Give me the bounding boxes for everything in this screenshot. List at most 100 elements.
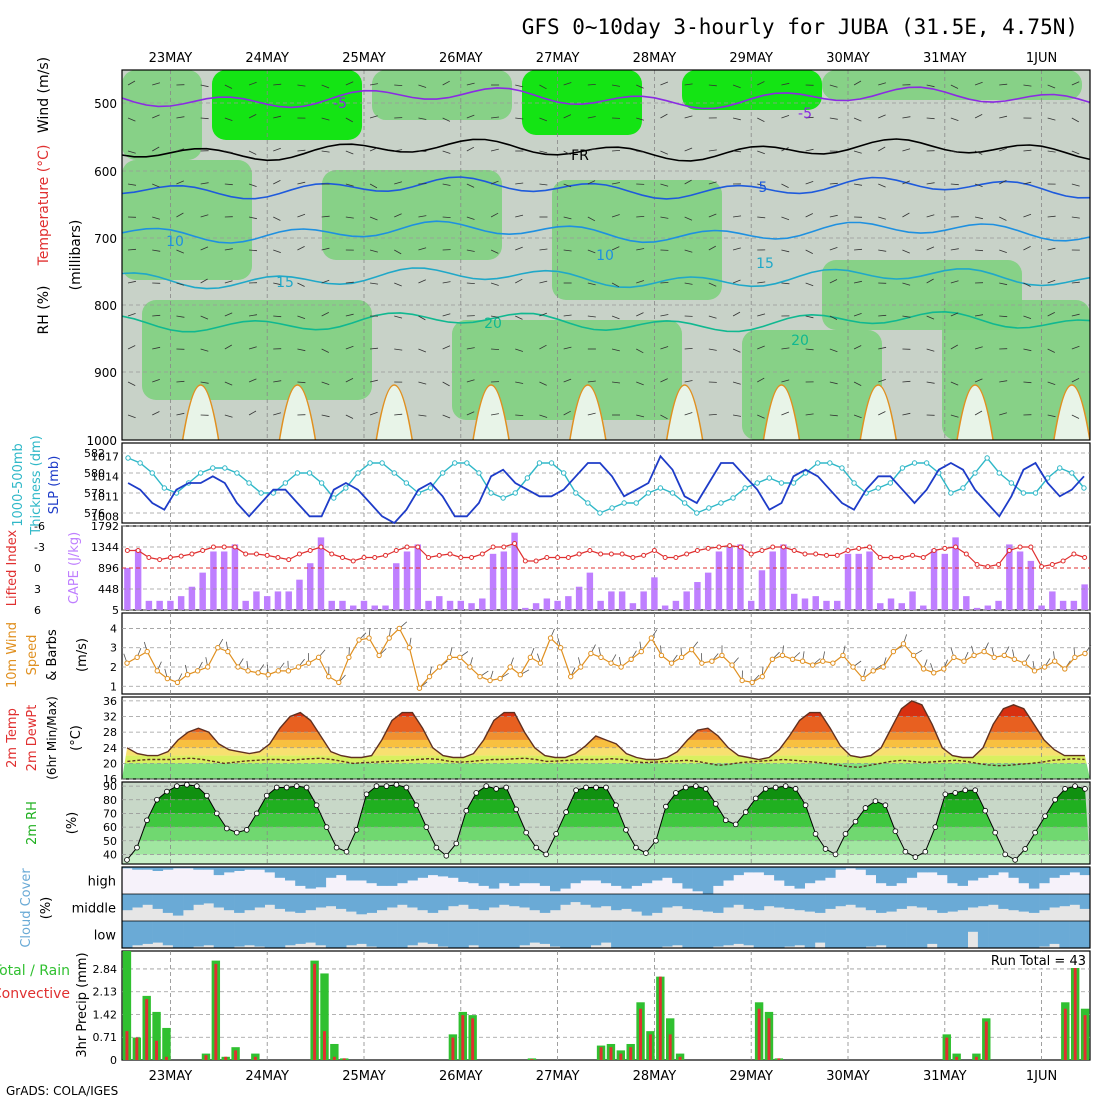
cloud-bar <box>479 894 490 910</box>
li-point <box>824 553 828 557</box>
wind-speed-point <box>397 626 401 630</box>
rh2m-point <box>853 819 858 824</box>
rh2m-point <box>384 784 389 789</box>
cloud-bar <box>1070 894 1081 905</box>
rh2m-point <box>304 785 309 790</box>
rh2m-point <box>364 792 369 797</box>
cloud-bar <box>458 867 469 882</box>
cloud-bar <box>591 921 602 945</box>
rh2m-point <box>594 785 599 790</box>
rh2m-point <box>773 785 778 790</box>
cloud-bar <box>265 867 276 872</box>
li-point <box>222 545 226 549</box>
wind-speed-point <box>125 661 129 665</box>
cloud-bar <box>703 921 714 948</box>
cloud-bar <box>774 867 785 881</box>
cloud-bar <box>234 921 245 947</box>
cape-bar <box>791 594 797 610</box>
li-point <box>943 546 947 550</box>
cloud-bar <box>978 921 989 948</box>
pressure-tick-label: 1000 <box>86 434 117 448</box>
cloud-bar <box>876 867 887 883</box>
cloud-bar <box>764 894 775 906</box>
cloud-bar <box>540 894 551 913</box>
cloud-bar <box>377 867 388 886</box>
cloud-level-label: low <box>94 929 117 944</box>
cloud-bar <box>805 894 816 912</box>
precip-conv-bar <box>461 1015 464 1060</box>
cloud-bar <box>632 867 643 886</box>
rh-band <box>552 180 722 300</box>
cloud-bar <box>927 921 938 944</box>
wind-speed-point <box>780 653 784 657</box>
thickness-point <box>368 461 372 465</box>
cloud-bar <box>336 894 347 909</box>
li-point <box>254 552 258 556</box>
cloud-bar <box>346 921 357 945</box>
slp-tick-label: 1017 <box>91 450 119 463</box>
wind-speed-point <box>609 661 613 665</box>
precip-conv-bar <box>758 1009 761 1060</box>
cape-bar <box>232 544 238 610</box>
wind-tick-label: 4 <box>110 622 117 635</box>
cloud-bar <box>815 921 826 943</box>
cloud-bar <box>907 894 918 906</box>
cloud-bar <box>784 867 795 886</box>
cloud-bar <box>733 921 744 944</box>
cloud-bar <box>367 894 378 913</box>
rh2m-unit-label: (%) <box>65 812 80 835</box>
cloud-bar <box>825 867 836 878</box>
cloud-bar <box>795 894 806 910</box>
precip-conv-bar <box>135 1038 138 1060</box>
cloud-bar <box>183 894 194 910</box>
run-total-label: Run Total = 43 <box>991 954 1086 969</box>
li-label: Lifted Index <box>5 529 20 606</box>
li-point <box>921 556 925 560</box>
cloud-bar <box>713 894 724 913</box>
wind-speed-point <box>932 671 936 675</box>
cloud-bar <box>1009 921 1020 948</box>
cloud-bar <box>723 894 734 908</box>
rh2m-point <box>644 851 649 856</box>
precip-conv-bar <box>1064 1009 1067 1060</box>
rh-band <box>122 160 252 280</box>
wind-speed-point <box>357 638 361 642</box>
cloud-bar <box>530 894 541 910</box>
cloud-bar <box>1029 921 1040 948</box>
precip-conv-bar <box>471 1018 474 1060</box>
cape-bar <box>705 573 711 610</box>
precip-conv-bar <box>945 1038 948 1060</box>
cloud-bar <box>1039 867 1050 883</box>
rh2m-point <box>653 838 658 843</box>
li-point <box>911 553 915 557</box>
cloud-bar <box>305 867 316 889</box>
cloud-bar <box>132 921 143 945</box>
cloud-bar <box>214 867 225 875</box>
li-point <box>244 552 248 556</box>
cloud-bar <box>295 921 306 944</box>
temp-unit-label: (°C) <box>69 725 84 751</box>
cloud-bar <box>224 867 235 872</box>
top-date-label: 23MAY <box>149 51 193 66</box>
li-point <box>513 542 517 546</box>
cloud-bar <box>377 921 388 948</box>
cloud-bar <box>937 867 948 875</box>
rh2m-point <box>883 803 888 808</box>
rh2m-point <box>224 826 229 831</box>
cloud-bar <box>723 867 734 881</box>
cloud-bar <box>540 921 551 944</box>
cape-bar <box>361 601 367 610</box>
rh2m-point <box>274 785 279 790</box>
thickness-point <box>513 491 517 495</box>
wind-speed-point <box>538 661 542 665</box>
cape-bar <box>759 570 765 610</box>
contour-label: 15 <box>276 275 294 291</box>
thickness-point <box>283 481 287 485</box>
cloud-bar <box>672 867 683 883</box>
precip-conv-bar <box>333 1057 336 1060</box>
precip-conv-bar <box>530 1059 533 1060</box>
cape-bar <box>630 603 636 610</box>
cloud-bar <box>1049 867 1060 878</box>
